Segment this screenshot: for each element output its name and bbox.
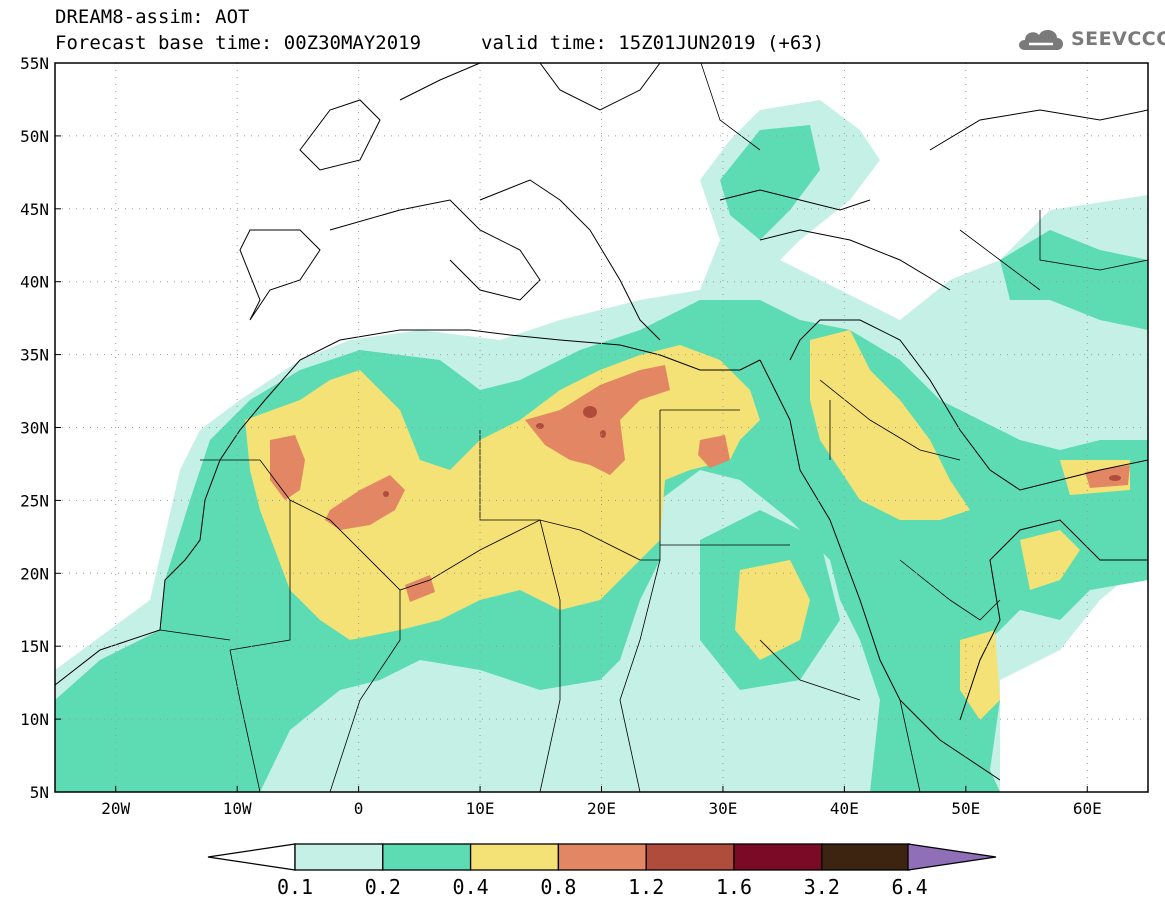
- lon-tick-label: 30E: [708, 799, 737, 818]
- lon-tick-label: 10W: [223, 799, 252, 818]
- forecast-base-time: Forecast base time: 00Z30MAY2019: [55, 32, 422, 54]
- lat-tick-label: 10N: [20, 710, 49, 729]
- legend-level-label: 0.8: [540, 875, 576, 899]
- valid-time: valid time: 15Z01JUN2019 (+63): [481, 32, 825, 54]
- axis-ticks: 55N 50N 45N 40N 35N 30N 25N 20N 15N 10N 5N 20W 10W 0 1…: [20, 54, 1102, 818]
- logo-text: SEEVCCC: [1071, 28, 1165, 50]
- legend-level-label: 0.4: [453, 875, 489, 899]
- legend-level-label: 0.1: [277, 875, 313, 899]
- legend-level-label: 0.2: [365, 875, 401, 899]
- legend-level-label: 6.4: [892, 875, 928, 899]
- lat-tick-label: 55N: [20, 54, 49, 73]
- lat-tick-label: 40N: [20, 273, 49, 292]
- aot-level-1.2: [383, 406, 1121, 497]
- lat-tick-label: 50N: [20, 127, 49, 146]
- legend-level-label: 3.2: [804, 875, 840, 899]
- lon-tick-label: 20E: [587, 799, 616, 818]
- map-title: DREAM8-assim: AOT: [55, 6, 250, 28]
- lon-tick-label: 20W: [101, 799, 130, 818]
- coastlines: [55, 63, 1148, 781]
- legend-swatch: [821, 843, 911, 871]
- legend-swatch: [294, 843, 384, 871]
- lon-tick-label: 0: [354, 799, 364, 818]
- legend-right-arrow: [907, 843, 997, 871]
- lat-tick-label: 25N: [20, 491, 49, 510]
- legend-swatch: [382, 843, 472, 871]
- lon-tick-label: 50E: [951, 799, 980, 818]
- legend-level-label: 1.6: [716, 875, 752, 899]
- legend-swatch: [733, 843, 823, 871]
- lon-tick-label: 10E: [466, 799, 495, 818]
- legend-level-label: 1.2: [628, 875, 664, 899]
- lat-tick-label: 45N: [20, 200, 49, 219]
- lat-tick-label: 30N: [20, 419, 49, 438]
- graticule: [55, 63, 1148, 792]
- lat-tick-label: 5N: [30, 783, 49, 802]
- lat-tick-label: 15N: [20, 637, 49, 656]
- color-legend: 0.1 0.2 0.4 0.8 1.2 1.6 3.2 6.4: [207, 843, 997, 899]
- lat-tick-label: 20N: [20, 564, 49, 583]
- country-borders: [159, 63, 1148, 792]
- legend-swatch: [557, 843, 647, 871]
- legend-swatch: [645, 843, 735, 871]
- legend-swatch: [469, 843, 560, 871]
- aot-level-0.4: [245, 330, 1130, 720]
- legend-left-arrow: [207, 843, 296, 871]
- cloud-icon: [1019, 29, 1063, 50]
- lon-tick-label: 60E: [1073, 799, 1102, 818]
- aot-level-0.8: [270, 365, 1130, 602]
- lon-tick-label: 40E: [830, 799, 859, 818]
- lat-tick-label: 35N: [20, 346, 49, 365]
- seevccc-logo: SEEVCCC: [1015, 24, 1165, 54]
